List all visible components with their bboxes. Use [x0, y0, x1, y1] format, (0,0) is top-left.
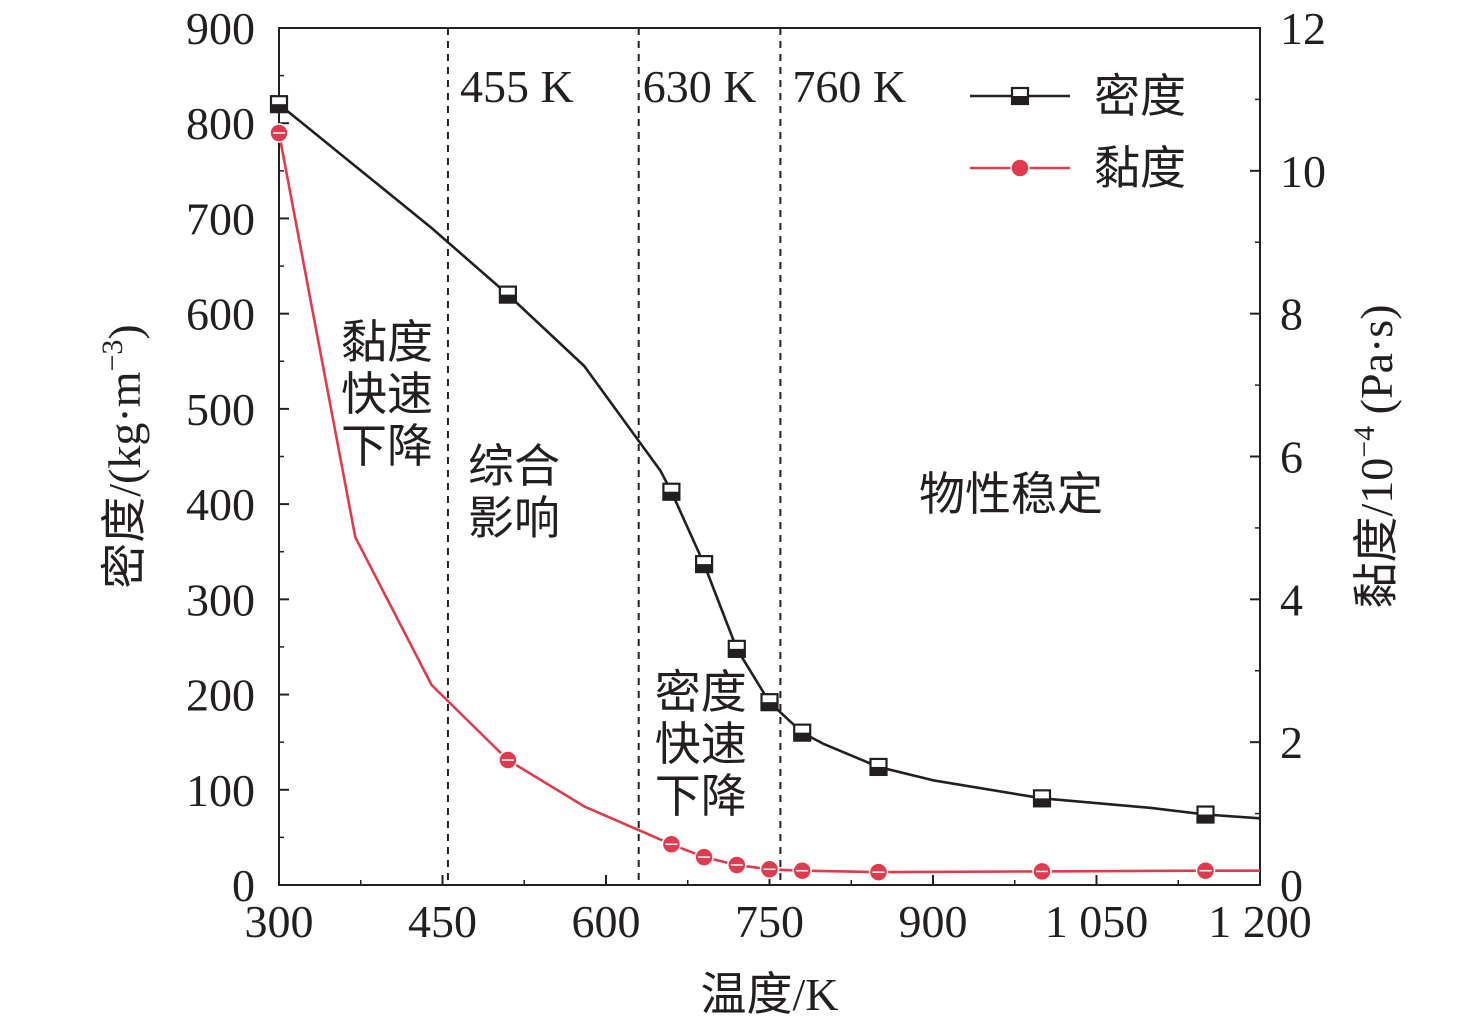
- annotation-viscosity-drop: 下降: [341, 421, 433, 472]
- viscosity-point: [792, 860, 812, 881]
- y-axis-left-title-tail: ): [99, 324, 150, 339]
- y-right-tick-label: 6: [1280, 432, 1303, 483]
- x-tick-label: 900: [899, 896, 968, 947]
- y-axis-right-title-tail: (Pa·s): [1351, 304, 1402, 425]
- annotation-density-drop: 密度: [655, 667, 747, 718]
- density-point: [793, 723, 812, 742]
- density-point: [727, 639, 746, 658]
- x-tick-label: 750: [735, 896, 804, 947]
- density-point-fill: [499, 294, 516, 303]
- series-line-density: [278, 103, 1261, 820]
- y-axis-left-title-sup: −3: [96, 340, 129, 372]
- y-axis-right: 0 2 4 6 8 10 12: [1250, 3, 1326, 911]
- y-left-tick-label: 300: [186, 574, 255, 625]
- vline-label: 760 K: [792, 61, 906, 112]
- x-tick-label: 450: [408, 896, 477, 947]
- x-tick-label: 300: [245, 896, 314, 947]
- density-point: [498, 285, 517, 304]
- vline-label: 630 K: [643, 61, 757, 112]
- density-point-fill: [1034, 798, 1050, 807]
- annotation-viscosity-drop: 黏度: [341, 317, 433, 368]
- density-point: [869, 757, 888, 777]
- density-point: [1032, 789, 1052, 808]
- density-point-fill: [1197, 814, 1214, 823]
- vline-label: 455 K: [460, 61, 574, 112]
- density-point-fill: [761, 702, 778, 711]
- y-axis-left-title: 密度/(kg·m−3): [96, 324, 150, 588]
- y-axis-right-title-main: 黏度/10: [1351, 458, 1402, 609]
- legend-marker-circle: [1010, 158, 1030, 178]
- annotation-viscosity-drop: 快速: [341, 369, 433, 420]
- density-point: [760, 693, 779, 712]
- y-left-tick-label: 600: [186, 289, 255, 340]
- viscosity-point: [868, 862, 889, 882]
- y-right-tick-label: 2: [1280, 717, 1303, 768]
- y-right-tick-label: 10: [1280, 146, 1326, 197]
- density-point-fill: [663, 491, 680, 500]
- density-point-fill: [870, 766, 887, 775]
- viscosity-point: [727, 855, 747, 875]
- viscosity-point: [661, 834, 682, 855]
- y-right-tick-label: 12: [1280, 3, 1326, 54]
- x-tick-label: 1 050: [1045, 896, 1149, 947]
- density-point: [694, 555, 714, 574]
- x-axis: 300 450 600 750 900 1 050 1 200: [245, 875, 1312, 947]
- annotation-combined: 影响: [468, 493, 560, 544]
- density-point-fill: [728, 648, 745, 657]
- y-left-tick-label: 500: [186, 384, 255, 435]
- y-right-tick-label: 8: [1280, 289, 1303, 340]
- density-point-fill: [794, 732, 811, 741]
- annotation-stable: 物性稳定: [919, 469, 1103, 520]
- series-layer: [269, 95, 1261, 882]
- y-left-tick-label: 400: [186, 479, 255, 530]
- y-axis-left-title-main: 密度/(kg·m: [99, 371, 150, 588]
- x-tick-label: 600: [572, 896, 641, 947]
- viscosity-point: [498, 750, 518, 770]
- viscosity-point: [1195, 860, 1216, 881]
- y-left-tick-label: 800: [186, 98, 255, 149]
- viscosity-point: [759, 859, 780, 880]
- y-axis-right-title-sup: −4: [1348, 426, 1381, 458]
- density-point-fill: [696, 564, 713, 573]
- density-point-fill: [271, 104, 287, 113]
- y-left-tick-label: 0: [232, 860, 255, 911]
- y-axis-right-title: 黏度/10−4 (Pa·s): [1348, 304, 1402, 608]
- y-left-tick-label: 900: [186, 3, 255, 54]
- x-axis-title: 温度/K: [701, 969, 839, 1020]
- y-left-tick-label: 100: [186, 765, 255, 816]
- legend-label: 密度: [1094, 71, 1186, 122]
- density-point: [1196, 805, 1215, 824]
- annotation-combined: 综合: [468, 441, 560, 492]
- y-left-tick-label: 700: [186, 193, 255, 244]
- legend-marker-square-fill: [1012, 96, 1028, 104]
- viscosity-point: [269, 123, 289, 143]
- y-right-tick-label: 4: [1280, 574, 1303, 625]
- legend-label: 黏度: [1094, 143, 1186, 194]
- x-tick-label: 1 200: [1208, 896, 1312, 947]
- y-axis-left: 0 100 200 300 400 500 600 700 800 900: [186, 3, 289, 911]
- annotation-density-drop: 快速: [655, 719, 747, 770]
- density-point: [269, 95, 289, 114]
- density-point: [662, 482, 681, 501]
- y-left-tick-label: 200: [186, 670, 255, 721]
- viscosity-point: [1032, 861, 1052, 882]
- viscosity-point: [694, 847, 714, 867]
- y-right-tick-label: 0: [1280, 860, 1303, 911]
- annotation-density-drop: 下降: [655, 771, 747, 822]
- series-line-viscosity: [277, 132, 1260, 874]
- vertical-reference-lines: 455 K 630 K 760 K: [446, 28, 906, 885]
